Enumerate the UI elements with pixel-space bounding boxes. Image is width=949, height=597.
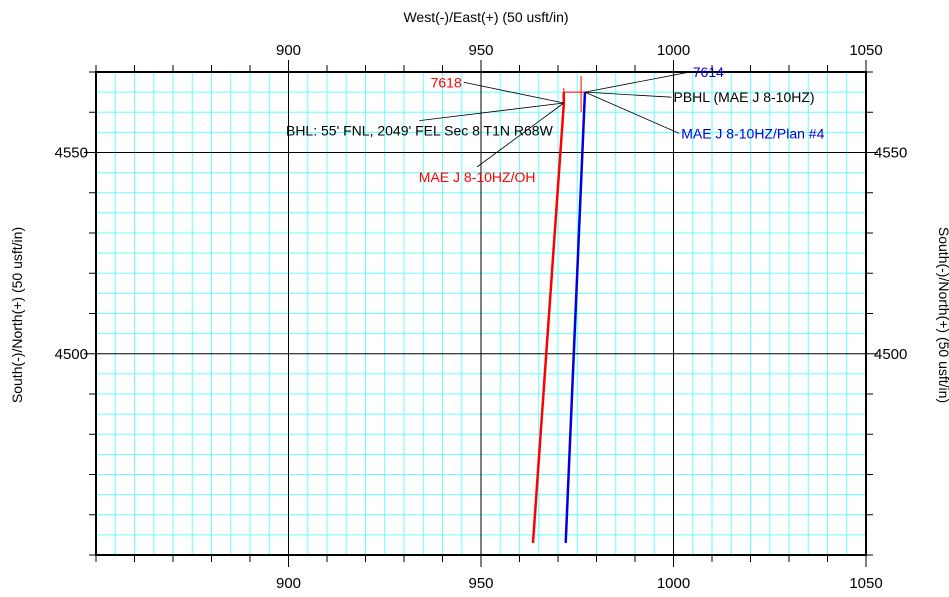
x-axis-title: West(-)/East(+) (50 usft/in) — [403, 9, 568, 25]
annotation-leader-2 — [584, 91, 672, 98]
annotation-leader-3 — [584, 91, 680, 134]
x-tick-label-top: 1050 — [849, 42, 882, 59]
y-tick-label-right: 4500 — [874, 346, 907, 363]
major-grid — [96, 72, 866, 555]
y-tick-label-right: 4550 — [874, 145, 907, 162]
annotation-leader-4 — [419, 102, 564, 121]
y-tick-label-left: 4550 — [55, 145, 88, 162]
y-axis-title-right: South(-)/North(+) (50 usft/in) — [936, 227, 949, 403]
y-axis-title-left: South(-)/North(+) (50 usft/in) — [9, 227, 25, 403]
annotation-label-5: MAE J 8-10HZ/OH — [419, 169, 536, 185]
annotation-label-3: MAE J 8-10HZ/Plan #4 — [681, 125, 824, 141]
x-tick-label-bottom: 1000 — [657, 575, 690, 592]
tick-labels: 900 900 950 950 1000 1000 1050 1050 4500 4500 4550… — [55, 42, 908, 592]
axis-ticks — [84, 60, 878, 567]
annotation-label-2: PBHL (MAE J 8-10HZ) — [674, 89, 815, 105]
series-layer — [531, 76, 587, 544]
x-tick-label-bottom: 950 — [468, 575, 493, 592]
x-tick-label-top: 1000 — [657, 42, 690, 59]
annotation-leader-0 — [463, 81, 564, 104]
x-tick-label-bottom: 900 — [276, 575, 301, 592]
x-tick-label-bottom: 1050 — [849, 575, 882, 592]
y-tick-label-left: 4500 — [55, 346, 88, 363]
annotation-layer: 7618 7614 PBHL (MAE J 8-10HZ) MAE J 8-10HZ/… — [286, 64, 825, 185]
x-tick-label-top: 950 — [468, 42, 493, 59]
annotation-leader-1 — [584, 71, 691, 93]
x-tick-label-top: 900 — [276, 42, 301, 59]
series-line-0 — [531, 92, 566, 544]
annotation-label-4: BHL: 55' FNL, 2049' FEL Sec 8 T1N R68W — [286, 123, 554, 139]
annotation-label-1: 7614 — [693, 64, 724, 80]
annotation-label-0: 7618 — [431, 74, 462, 90]
series-line-1 — [564, 92, 587, 543]
annotation-leader-5 — [476, 102, 565, 168]
